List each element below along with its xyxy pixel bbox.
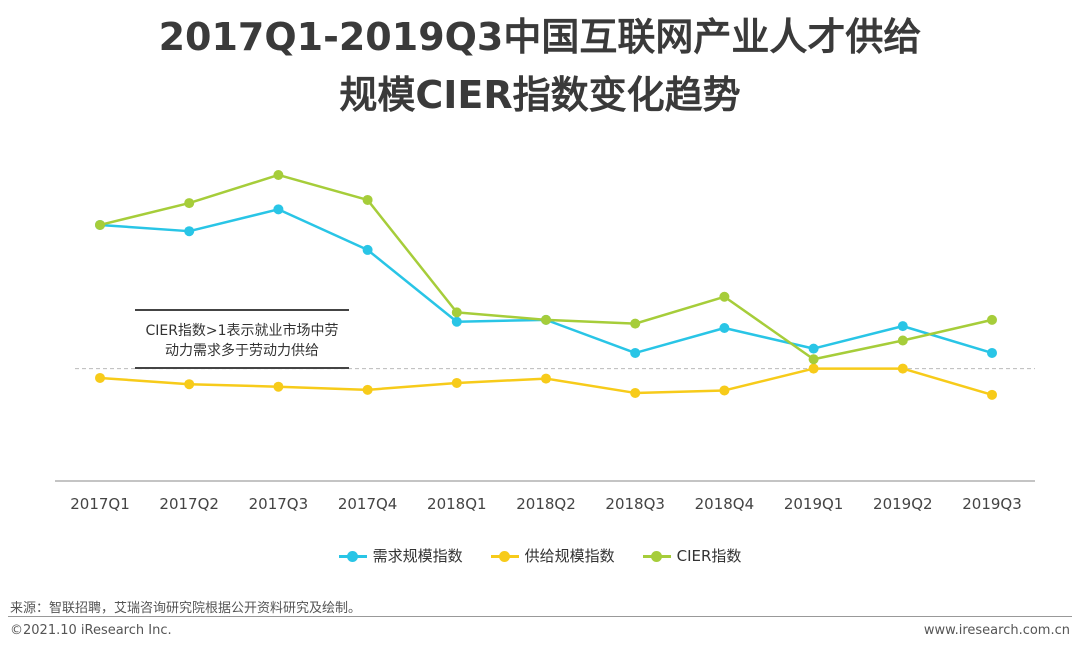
data-point-cier [184,198,195,209]
data-point-supply [95,372,105,383]
data-point-supply [184,379,195,390]
chart-title-line2: 规模CIER指数变化趋势 [339,73,741,117]
data-point-supply [273,381,284,392]
data-point-demand [273,204,284,215]
x-tick-label: 2017Q4 [338,495,398,513]
x-tick-label: 2019Q2 [873,495,933,513]
data-point-cier [451,307,462,318]
data-point-cier [897,335,908,346]
data-point-demand [987,347,997,358]
legend-swatch-supply [490,550,519,562]
data-point-demand [630,347,641,358]
data-point-cier [273,169,284,180]
data-point-supply [808,363,819,374]
annotation-box: CIER指数>1表示就业市场中劳 动力需求多于劳动力供给 [135,309,349,369]
data-point-supply [719,385,730,396]
legend-item-supply: 供给规模指数 [490,545,615,566]
data-point-cier [630,318,641,329]
data-point-demand [808,343,819,354]
x-tick-label: 2017Q3 [249,495,309,513]
x-tick-label: 2019Q1 [784,495,844,513]
data-point-cier [987,314,997,325]
data-point-supply [897,363,908,374]
source-note: 来源：智联招聘，艾瑞咨询研究院根据公开资料研究及绘制。 [10,601,362,616]
legend-swatch-demand [338,550,367,562]
x-tick-label: 2018Q4 [695,495,755,513]
x-tick-label: 2018Q2 [516,495,576,513]
annotation-line2: 动力需求多于劳动力供给 [165,343,319,359]
legend-label-demand: 需求规模指数 [372,547,463,565]
data-point-demand [897,321,908,332]
annotation-line1: CIER指数>1表示就业市场中劳 [145,323,339,339]
legend-swatch-cier [642,550,671,562]
data-point-demand [184,226,195,237]
website-link[interactable]: www.iresearch.com.cn [923,623,1070,638]
line-chart: 2017Q1 2017Q2 2017Q3 2017Q4 2018Q1 2018Q2 2018… [55,169,1035,513]
data-point-demand [451,316,462,327]
x-tick-label: 2017Q2 [159,495,219,513]
legend-item-demand: 需求规模指数 [338,545,463,566]
data-point-demand [719,322,730,333]
legend-item-cier: CIER指数 [642,545,742,566]
data-point-demand [362,244,373,255]
data-point-cier [719,291,730,302]
data-point-cier [808,354,819,365]
data-point-supply [451,377,462,388]
data-point-cier [541,314,551,325]
data-point-cier [95,219,105,230]
x-tick-label: 2018Q1 [427,495,487,513]
legend-label-cier: CIER指数 [676,547,742,565]
data-point-supply [541,373,551,384]
x-tick-label: 2017Q1 [70,495,130,513]
x-tick-label: 2019Q3 [962,495,1022,513]
data-point-cier [362,194,373,205]
chart-legend: 需求规模指数 供给规模指数 CIER指数 [0,545,1080,566]
data-point-supply [362,384,373,395]
chart-title-line1: 2017Q1-2019Q3中国互联网产业人才供给 [158,15,922,59]
legend-label-supply: 供给规模指数 [524,547,615,565]
copyright-text: ©2021.10 iResearch Inc. [10,623,172,638]
data-point-supply [987,389,997,400]
x-tick-label: 2018Q3 [605,495,665,513]
footer-divider [8,616,1072,617]
data-point-supply [630,387,641,398]
